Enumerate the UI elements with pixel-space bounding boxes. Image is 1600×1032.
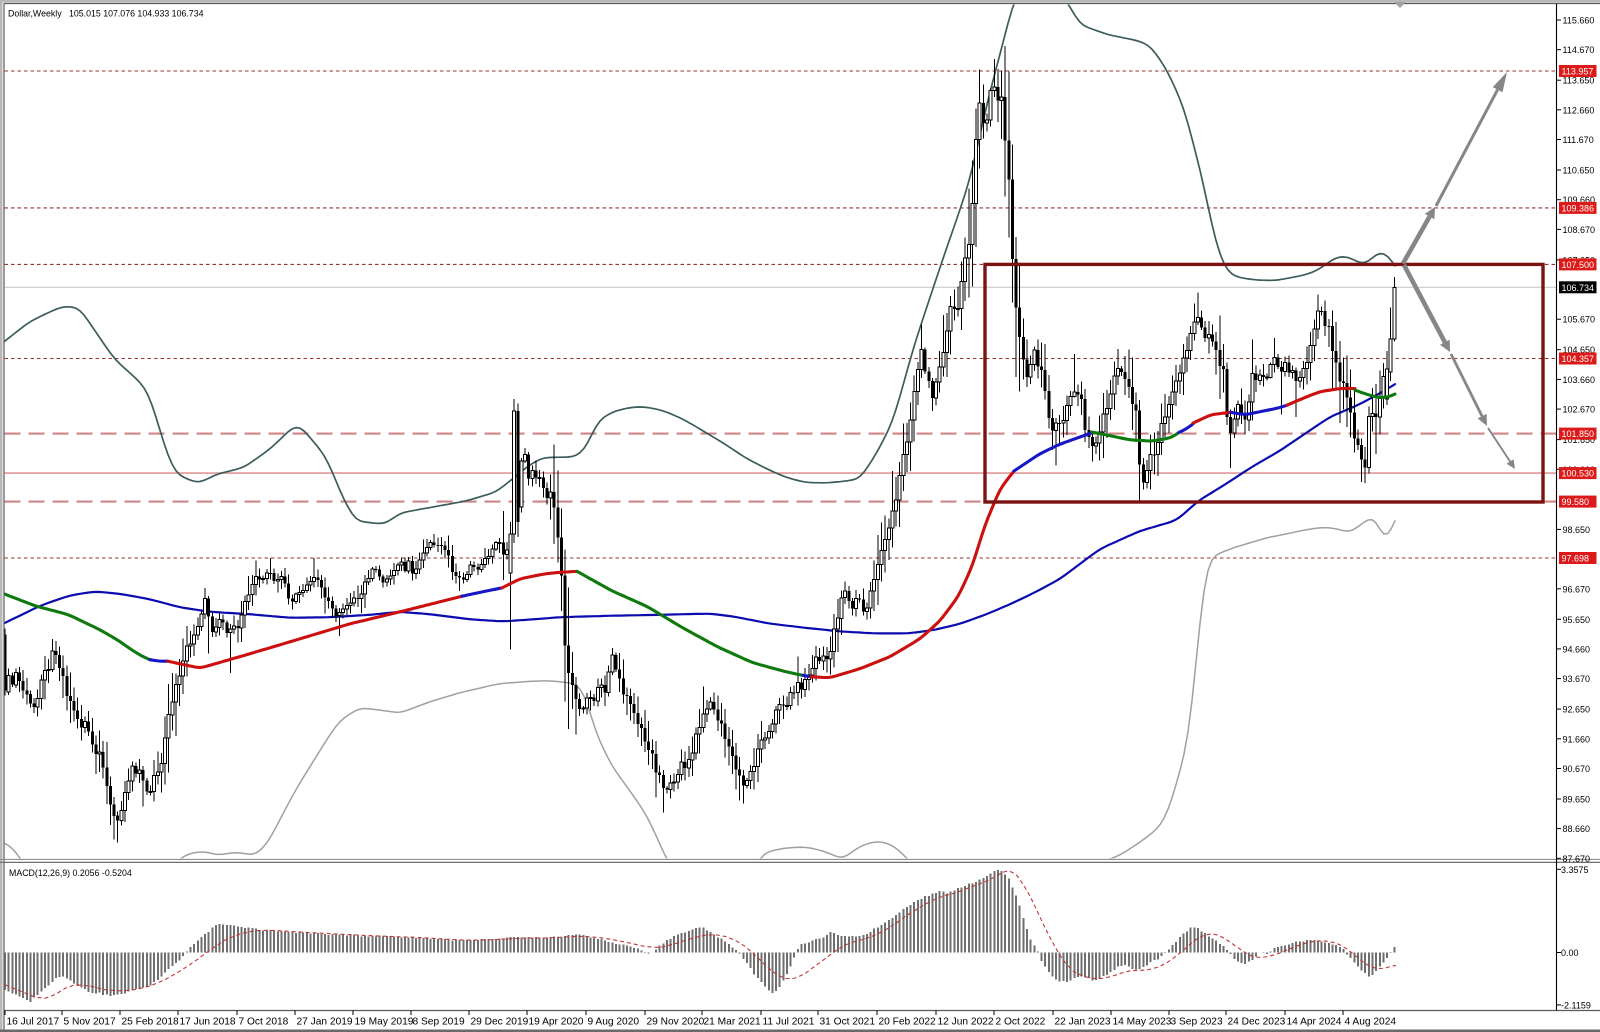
svg-text:89.650: 89.650 [1563,795,1591,805]
svg-text:4 Aug 2024: 4 Aug 2024 [1345,1017,1397,1028]
svg-text:9 Aug 2020: 9 Aug 2020 [588,1017,640,1028]
svg-text:98.650: 98.650 [1563,525,1591,535]
svg-text:96.670: 96.670 [1563,584,1591,594]
svg-text:109.386: 109.386 [1562,203,1595,213]
svg-text:3 Sep 2023: 3 Sep 2023 [1171,1017,1223,1028]
svg-text:101.850: 101.850 [1562,429,1595,439]
svg-text:MACD(12,26,9) 0.2056 -0.5204: MACD(12,26,9) 0.2056 -0.5204 [9,868,132,878]
svg-text:97.698: 97.698 [1562,554,1590,564]
svg-text:88.660: 88.660 [1563,824,1591,834]
svg-text:19 May 2019: 19 May 2019 [355,1017,414,1028]
svg-text:110.650: 110.650 [1563,166,1595,176]
svg-text:7 Oct 2018: 7 Oct 2018 [239,1017,289,1028]
svg-text:29 Nov 2020: 29 Nov 2020 [647,1017,705,1028]
svg-text:87.670: 87.670 [1563,854,1591,864]
svg-text:111.670: 111.670 [1563,135,1594,145]
svg-text:109.660: 109.660 [1563,195,1596,205]
svg-text:114.670: 114.670 [1563,45,1595,55]
svg-text:-2.1159: -2.1159 [1561,1000,1591,1010]
svg-text:14 Apr 2024: 14 Apr 2024 [1287,1017,1342,1028]
svg-text:99.580: 99.580 [1562,497,1590,507]
svg-text:11 Jul 2021: 11 Jul 2021 [763,1017,815,1028]
svg-text:95.650: 95.650 [1563,615,1591,625]
svg-text:93.670: 93.670 [1563,674,1591,684]
svg-text:113.957: 113.957 [1562,67,1594,77]
svg-text:100.530: 100.530 [1562,469,1595,479]
svg-text:112.660: 112.660 [1563,105,1595,115]
svg-text:105.670: 105.670 [1563,315,1596,325]
svg-text:104.357: 104.357 [1562,354,1595,364]
svg-text:0.00: 0.00 [1561,948,1579,958]
svg-text:2 Oct 2022: 2 Oct 2022 [996,1017,1046,1028]
svg-text:14 May 2023: 14 May 2023 [1113,1017,1172,1028]
svg-text:115.660: 115.660 [1563,16,1595,26]
svg-text:17 Jun 2018: 17 Jun 2018 [180,1017,236,1028]
svg-text:22 Jan 2023: 22 Jan 2023 [1055,1017,1111,1028]
svg-text:20 Feb 2022: 20 Feb 2022 [879,1017,937,1028]
svg-text:3.3575: 3.3575 [1561,865,1589,875]
svg-text:92.650: 92.650 [1563,705,1591,715]
svg-text:27 Jan 2019: 27 Jan 2019 [297,1017,353,1028]
svg-text:103.660: 103.660 [1563,375,1596,385]
svg-text:Dollar,Weekly 105.015 107.07: Dollar,Weekly 105.015 107.076 104.933 10… [8,9,204,19]
svg-text:29 Dec 2019: 29 Dec 2019 [471,1017,529,1028]
svg-text:113.650: 113.650 [1563,76,1595,86]
svg-text:16 Jul 2017: 16 Jul 2017 [7,1017,60,1028]
svg-text:90.670: 90.670 [1563,764,1591,774]
svg-text:31 Oct 2021: 31 Oct 2021 [820,1017,876,1028]
svg-text:5 Nov 2017: 5 Nov 2017 [64,1017,116,1028]
svg-text:12 Jun 2022: 12 Jun 2022 [938,1017,994,1028]
svg-text:101.650: 101.650 [1563,435,1596,445]
svg-text:94.660: 94.660 [1563,644,1591,654]
svg-text:8 Sep 2019: 8 Sep 2019 [413,1017,465,1028]
svg-text:91.660: 91.660 [1563,734,1591,744]
svg-text:108.670: 108.670 [1563,225,1596,235]
svg-text:21 Mar 2021: 21 Mar 2021 [704,1017,762,1028]
svg-text:104.650: 104.650 [1563,345,1596,355]
svg-text:107.500: 107.500 [1562,260,1595,270]
svg-text:19 Apr 2020: 19 Apr 2020 [529,1017,584,1028]
svg-text:102.670: 102.670 [1563,405,1596,415]
svg-text:25 Feb 2018: 25 Feb 2018 [122,1017,180,1028]
svg-text:106.734: 106.734 [1562,283,1595,293]
svg-text:24 Dec 2023: 24 Dec 2023 [1228,1017,1286,1028]
